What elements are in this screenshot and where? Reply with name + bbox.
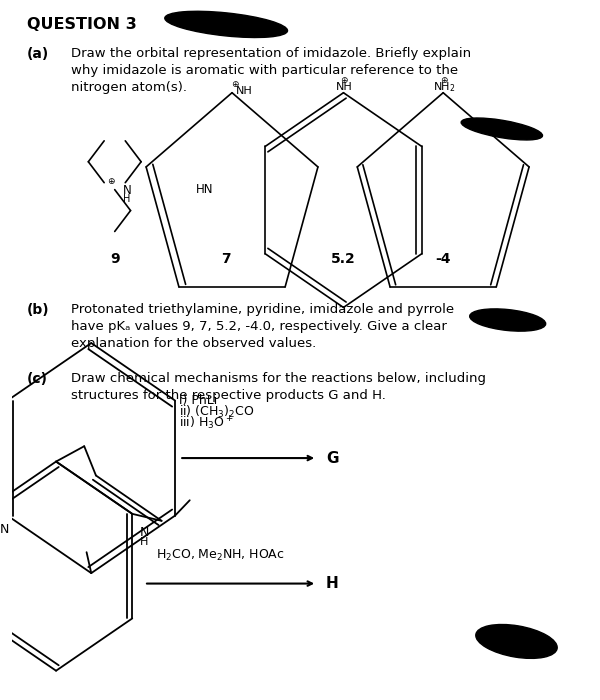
Text: H: H — [326, 576, 338, 591]
Text: Protonated triethylamine, pyridine, imidazole and pyrrole
have pKₐ values 9, 7, : Protonated triethylamine, pyridine, imid… — [71, 302, 454, 349]
Text: 5.2: 5.2 — [331, 253, 356, 267]
Text: NH: NH — [236, 86, 252, 97]
Text: N: N — [0, 523, 9, 536]
Text: i) PhLi: i) PhLi — [179, 394, 217, 407]
Ellipse shape — [470, 309, 545, 331]
Text: NH: NH — [336, 82, 353, 92]
Text: H$_2$CO, Me$_2$NH, HOAc: H$_2$CO, Me$_2$NH, HOAc — [156, 547, 284, 563]
Text: H: H — [140, 537, 148, 547]
Ellipse shape — [476, 624, 557, 659]
Text: ii) (CH$_3$)$_2$CO: ii) (CH$_3$)$_2$CO — [179, 404, 255, 420]
Text: (c): (c) — [27, 372, 48, 386]
Text: NH$_2$: NH$_2$ — [433, 80, 455, 94]
Text: $\oplus$: $\oplus$ — [340, 75, 349, 85]
Text: $\oplus$: $\oplus$ — [230, 79, 239, 90]
Text: N: N — [123, 184, 131, 197]
Ellipse shape — [461, 118, 542, 140]
Text: -4: -4 — [436, 253, 451, 267]
Text: $\oplus$: $\oplus$ — [440, 75, 449, 85]
Text: (b): (b) — [27, 302, 49, 316]
Text: Draw chemical mechanisms for the reactions below, including
structures for the r: Draw chemical mechanisms for the reactio… — [71, 372, 486, 402]
Text: QUESTION 3: QUESTION 3 — [27, 17, 136, 32]
Text: (a): (a) — [27, 47, 49, 61]
Text: H: H — [123, 195, 130, 204]
Text: $\oplus$: $\oplus$ — [107, 176, 116, 186]
Ellipse shape — [165, 11, 287, 38]
Text: iii) H$_3$O$^+$: iii) H$_3$O$^+$ — [179, 415, 234, 433]
Text: G: G — [326, 451, 338, 466]
Text: HN: HN — [196, 183, 213, 196]
Text: 7: 7 — [221, 253, 231, 267]
Text: N: N — [139, 526, 149, 539]
Text: Draw the orbital representation of imidazole. Briefly explain
why imidazole is a: Draw the orbital representation of imida… — [71, 47, 471, 94]
Text: 9: 9 — [110, 253, 119, 267]
